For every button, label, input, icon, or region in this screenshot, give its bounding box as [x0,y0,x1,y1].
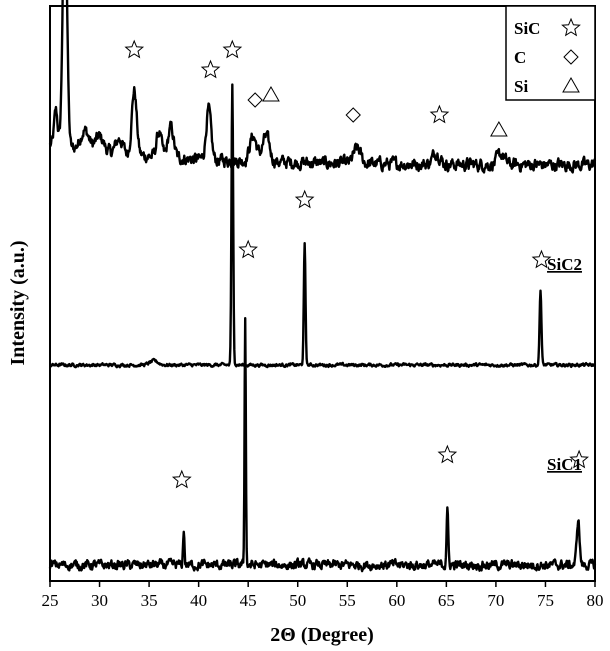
series-label-sic1: SiC1 [547,455,582,474]
peak-marker-sic2-star-2 [531,249,552,269]
x-tick-label: 35 [141,591,158,610]
peak-marker-sic3-diamond-3 [247,92,263,108]
legend-markers [561,17,581,93]
x-tick-label: 50 [289,591,306,610]
legend-label-c: C [514,48,526,67]
peak-marker-sic3-star-1 [124,39,145,59]
peak-marker-sic1-star-2 [437,444,458,464]
marker-layer [124,39,589,489]
legend-label-si: Si [514,77,528,96]
peak-marker-sic3-star-6 [429,104,450,124]
series-line-sic3 [48,0,597,174]
x-tick-label: 25 [42,591,59,610]
peak-marker-sic3-triangle-4 [262,85,280,102]
series-line-sic2 [49,83,597,369]
legend-triangle-icon [562,76,580,93]
x-tick-label: 65 [438,591,455,610]
x-tick-label: 75 [537,591,554,610]
x-tick-label: 60 [388,591,405,610]
x-tick-label: 70 [487,591,504,610]
legend-label-sic: SiC [514,19,540,38]
legend-box [505,5,596,101]
peak-marker-sic3-diamond-5 [345,107,361,123]
peak-marker-sic2-star-0 [222,39,243,59]
x-tick-label: 30 [91,591,108,610]
peak-marker-sic2-star-1 [294,189,315,209]
x-axis-title: 2Θ (Degree) [270,624,373,646]
legend: SiC C Si [505,5,596,101]
legend-diamond-icon [563,49,579,65]
plot-frame [49,5,596,582]
peak-marker-sic1-star-0 [171,469,192,489]
legend-star-icon [561,17,581,37]
x-tick-layer: 25 30 35 40 45 50 55 60 65 70 75 80 [42,581,604,610]
peak-marker-sic1-star-3 [569,449,589,469]
series-layer [48,0,597,573]
x-tick-label: 80 [587,591,604,610]
x-tick-label: 55 [339,591,356,610]
y-axis-title: Intensity (a.u.) [7,240,29,365]
x-tick-label: 45 [240,591,257,610]
x-tick-label: 40 [190,591,207,610]
series-label-layer: SiC3SiC2SiC1 [547,55,582,474]
series-line-sic1 [48,317,597,573]
peak-marker-sic3-star-2 [200,59,221,79]
peak-marker-sic3-triangle-7 [490,120,508,137]
series-label-sic2: SiC2 [547,255,582,274]
peak-marker-sic1-star-1 [238,239,258,259]
